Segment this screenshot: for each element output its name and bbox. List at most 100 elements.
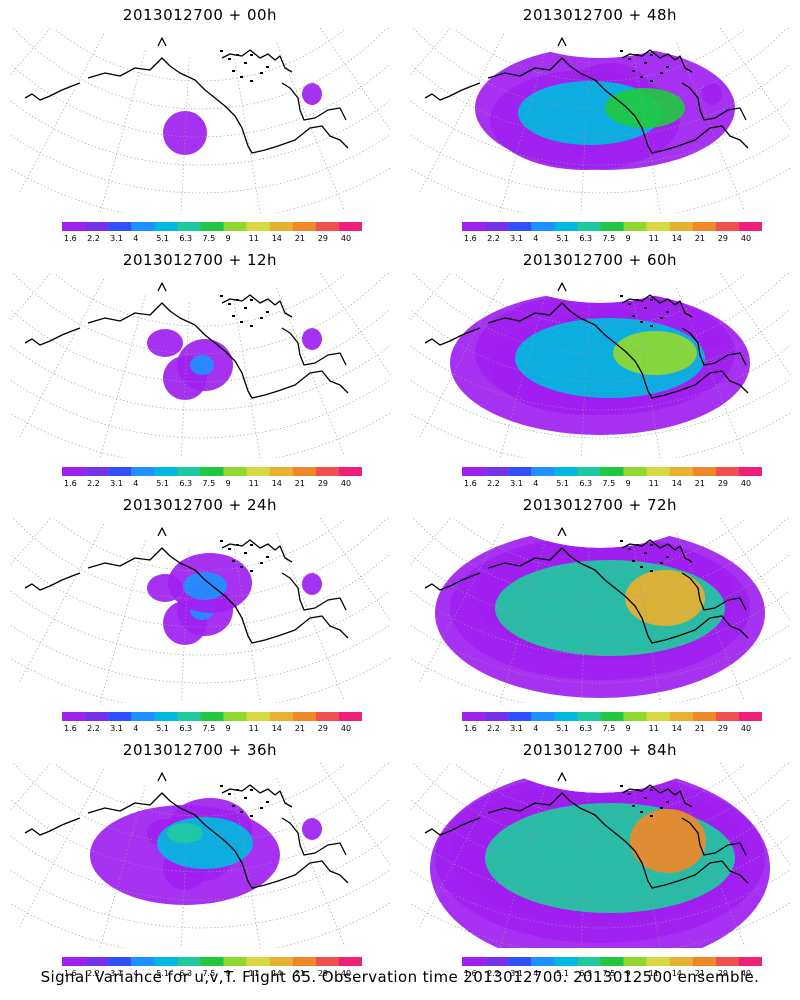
panel-title: 2013012700 + 72h bbox=[522, 496, 678, 514]
graticule bbox=[10, 28, 390, 213]
colorbar-swatch bbox=[485, 222, 509, 231]
colorbar: 1.6 2.2 3.1 4 5.1 6.3 7.5 9 11 14 21 29 40 bbox=[62, 712, 362, 732]
colorbar-label: 2.2 bbox=[487, 969, 500, 977]
forecast-panel: 2013012700 + 72h 1.6 2.2 3.1 4 5.1 6.3 7.5 9 11 14… bbox=[400, 490, 800, 735]
colorbar-swatch bbox=[108, 222, 132, 231]
polar-map bbox=[410, 28, 790, 213]
colorbar-swatch bbox=[85, 467, 109, 476]
coastline bbox=[424, 282, 749, 399]
colorbar-swatch bbox=[715, 712, 740, 721]
colorbar-label: 40 bbox=[741, 969, 751, 977]
colorbar-label: 1.6 bbox=[464, 724, 477, 732]
colorbar-label: 9 bbox=[626, 234, 631, 242]
colorbar-swatch bbox=[531, 222, 555, 231]
colorbar-swatch bbox=[508, 467, 532, 476]
colorbar-label: 9 bbox=[226, 234, 231, 242]
colorbar: 1.6 2.2 3.1 4 5.1 6.3 7.5 9 11 14 21 29 40 bbox=[62, 957, 362, 977]
colorbar-swatch bbox=[223, 222, 247, 231]
colorbar-label: 1.6 bbox=[464, 969, 477, 977]
colorbar-label: 14 bbox=[672, 479, 682, 487]
colorbar-label: 6.3 bbox=[579, 234, 592, 242]
colorbar-swatch bbox=[508, 957, 532, 966]
colorbar-swatch bbox=[62, 957, 86, 966]
colorbar-swatch bbox=[715, 222, 740, 231]
colorbar-swatch bbox=[715, 957, 740, 966]
colorbar-swatch bbox=[646, 222, 670, 231]
graticule bbox=[10, 273, 390, 458]
colorbar-label: 21 bbox=[295, 724, 305, 732]
panel-title: 2013012700 + 48h bbox=[522, 6, 678, 24]
polar-map bbox=[10, 518, 390, 703]
colorbar-label: 29 bbox=[318, 234, 328, 242]
colorbar-label: 11 bbox=[649, 969, 659, 977]
colorbar-label: 11 bbox=[649, 724, 659, 732]
colorbar-swatch bbox=[462, 712, 486, 721]
forecast-panel: 2013012700 + 48h 1.6 2.2 3.1 4 5.1 6.3 7.5 9 11 14… bbox=[400, 0, 800, 245]
colorbar-label: 3.1 bbox=[110, 724, 123, 732]
colorbar-label: 7.5 bbox=[202, 724, 215, 732]
variance-field bbox=[430, 768, 770, 948]
graticule bbox=[410, 273, 790, 458]
colorbar-swatch bbox=[292, 467, 317, 476]
variance-field bbox=[147, 328, 322, 400]
arctic-islands bbox=[220, 785, 269, 817]
colorbar-swatch bbox=[85, 712, 109, 721]
colorbar-swatch bbox=[154, 712, 178, 721]
colorbar: 1.6 2.2 3.1 4 5.1 6.3 7.5 9 11 14 21 29 40 bbox=[462, 467, 762, 487]
colorbar-label: 21 bbox=[695, 724, 705, 732]
colorbar-swatch bbox=[577, 712, 601, 721]
colorbar-swatch bbox=[577, 222, 601, 231]
colorbar-label: 7.5 bbox=[602, 969, 615, 977]
colorbar-label: 6.3 bbox=[179, 969, 192, 977]
colorbar-swatch bbox=[200, 222, 224, 231]
colorbar-swatch bbox=[292, 222, 317, 231]
variance-contour bbox=[302, 328, 322, 350]
colorbar-label: 7.5 bbox=[602, 479, 615, 487]
colorbar-label: 5.1 bbox=[556, 969, 569, 977]
colorbar-label: 5.1 bbox=[156, 724, 169, 732]
forecast-panel: 2013012700 + 84h 1.6 2.2 3.1 4 5.1 6.3 7.5 9 11 14… bbox=[400, 735, 800, 980]
coastline bbox=[24, 282, 349, 399]
colorbar-swatch bbox=[108, 957, 132, 966]
variance-contour bbox=[302, 573, 322, 595]
colorbar-swatch bbox=[462, 222, 486, 231]
colorbar-label: 4 bbox=[533, 724, 538, 732]
colorbar-swatch bbox=[623, 467, 647, 476]
colorbar-swatch bbox=[485, 957, 509, 966]
colorbar-swatch bbox=[462, 467, 486, 476]
colorbar-swatch bbox=[177, 467, 201, 476]
colorbar-swatch bbox=[315, 712, 340, 721]
colorbar-label: 5.1 bbox=[156, 969, 169, 977]
colorbar-swatch bbox=[246, 467, 270, 476]
colorbar-swatch bbox=[738, 222, 762, 231]
variance-contour bbox=[613, 331, 697, 375]
colorbar-label: 11 bbox=[249, 969, 259, 977]
colorbar-label: 7.5 bbox=[602, 234, 615, 242]
colorbar-label: 9 bbox=[226, 969, 231, 977]
forecast-panel: 2013012700 + 12h 1.6 2.2 3.1 4 5.1 6.3 7.5 9 11 14… bbox=[0, 245, 400, 490]
colorbar-label: 9 bbox=[226, 479, 231, 487]
colorbar-label: 29 bbox=[318, 724, 328, 732]
colorbar-label: 40 bbox=[341, 234, 351, 242]
colorbar-label: 11 bbox=[249, 234, 259, 242]
colorbar-swatch bbox=[554, 467, 578, 476]
arctic-islands bbox=[220, 295, 269, 327]
colorbar-label: 14 bbox=[272, 724, 282, 732]
colorbar-label: 11 bbox=[649, 479, 659, 487]
colorbar-label: 7.5 bbox=[202, 969, 215, 977]
colorbar-label: 6.3 bbox=[579, 479, 592, 487]
colorbar-label: 4 bbox=[133, 479, 138, 487]
colorbar-swatch bbox=[623, 222, 647, 231]
colorbar-label: 6.3 bbox=[179, 724, 192, 732]
graticule bbox=[10, 518, 390, 703]
colorbar-swatch bbox=[223, 712, 247, 721]
colorbar-swatch bbox=[223, 957, 247, 966]
colorbar-swatch bbox=[646, 712, 670, 721]
colorbar-label: 40 bbox=[341, 724, 351, 732]
forecast-panel: 2013012700 + 00h 1.6 2.2 3.1 4 5.1 6.3 7.5 9 11 14… bbox=[0, 0, 400, 245]
panel-title: 2013012700 + 36h bbox=[122, 741, 278, 759]
colorbar-label: 14 bbox=[272, 479, 282, 487]
colorbar: 1.6 2.2 3.1 4 5.1 6.3 7.5 9 11 14 21 29 40 bbox=[462, 222, 762, 242]
colorbar-swatch bbox=[554, 957, 578, 966]
colorbar-swatch bbox=[292, 712, 317, 721]
